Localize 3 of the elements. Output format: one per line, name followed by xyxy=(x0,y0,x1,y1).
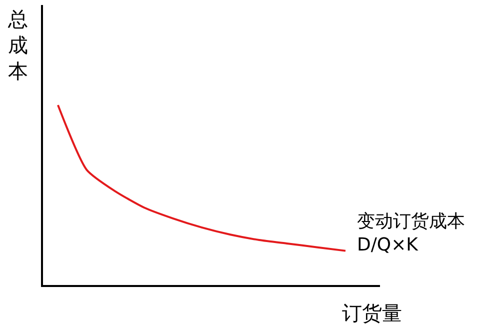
x-axis-title: 订货量 xyxy=(342,301,402,325)
annotation: 变动订货成本 D/Q×K xyxy=(357,211,465,256)
y-axis-title: 总成本 xyxy=(7,7,28,83)
